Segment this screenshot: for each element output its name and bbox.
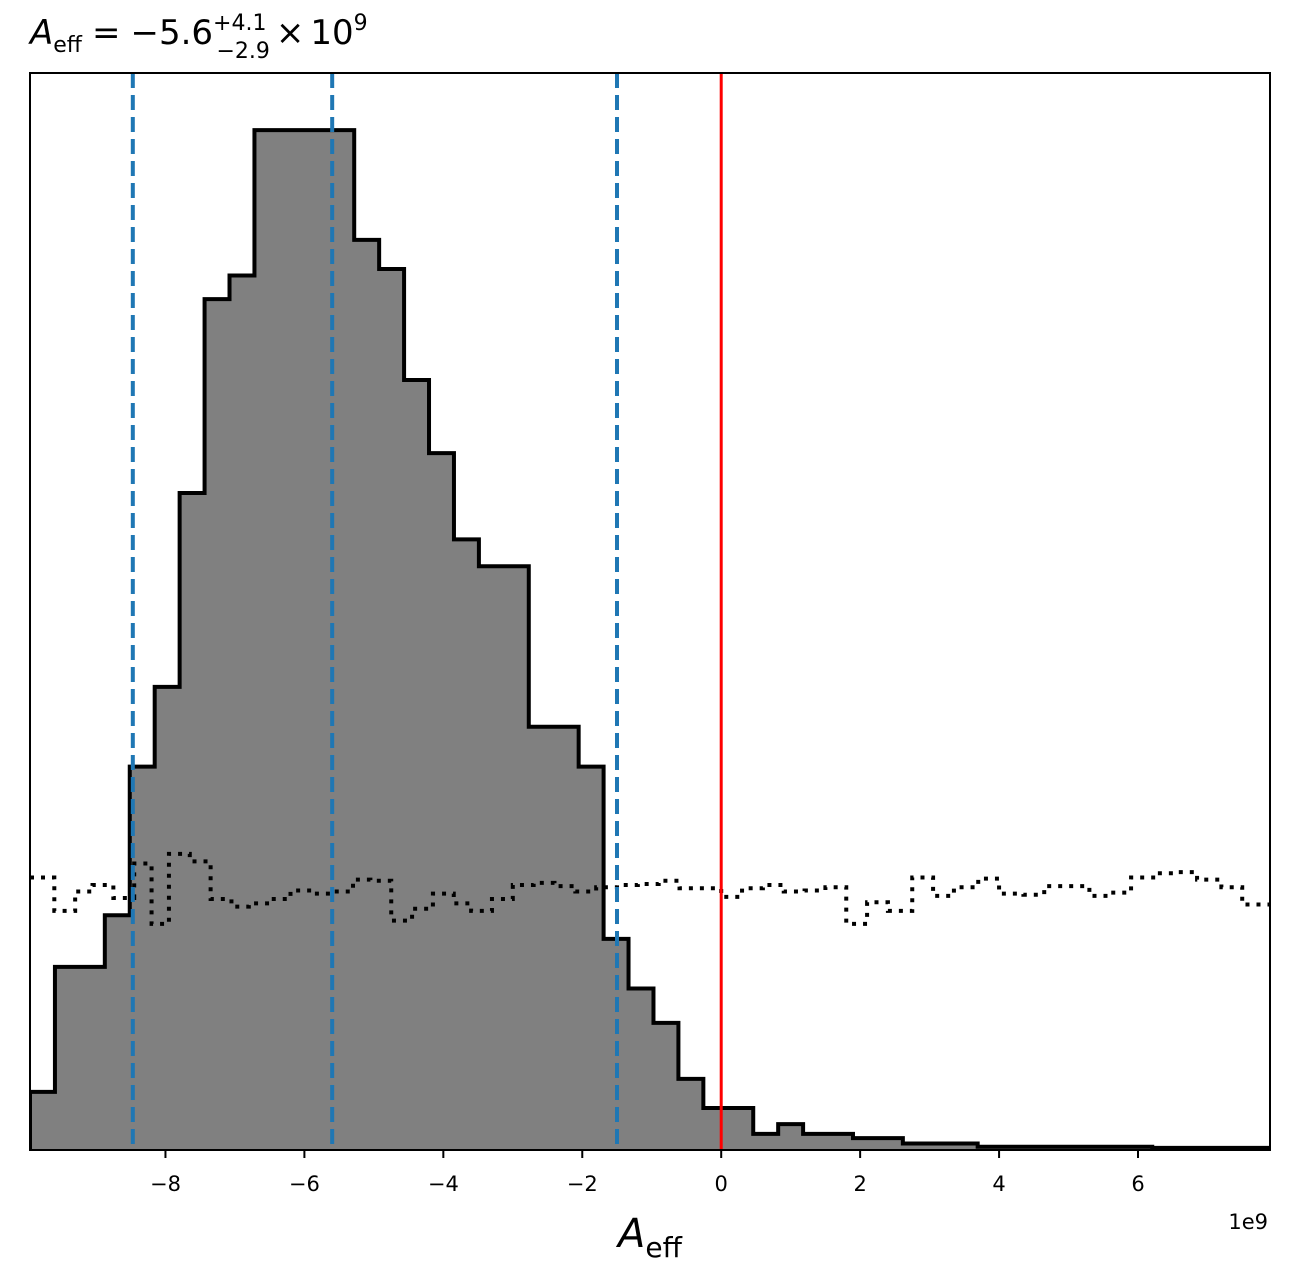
posterior-bar: [653, 1022, 679, 1150]
x-axis-ticks: −8 −6 −4 −2 0 2 4 6: [150, 1150, 1145, 1196]
posterior-bar: [852, 1138, 879, 1150]
posterior-bar: [927, 1143, 954, 1150]
x-axis-offset-text: 1e9: [1228, 1210, 1268, 1234]
x-axis-label-subscript: eff: [645, 1231, 682, 1264]
x-axis-label-symbol: A: [615, 1211, 645, 1257]
posterior-bar: [30, 1091, 56, 1150]
posterior-bar: [379, 269, 405, 1150]
title-error-minus: −2.9: [216, 39, 269, 64]
x-tick-label: 2: [853, 1172, 866, 1196]
posterior-bar: [902, 1143, 929, 1150]
posterior-bar: [229, 275, 255, 1150]
axes-frame: [29, 72, 1271, 1151]
posterior-bar: [254, 130, 280, 1150]
title-exponent-base: 10: [310, 13, 353, 53]
x-tick-label: 0: [715, 1172, 728, 1196]
posterior-bar: [553, 726, 580, 1150]
x-tick-label: −2: [567, 1172, 598, 1196]
posterior-bar: [728, 1107, 754, 1150]
posterior-outline: [30, 128, 1270, 1150]
x-tick-label: −8: [150, 1172, 181, 1196]
posterior-bar: [952, 1143, 979, 1150]
posterior-bar: [678, 1078, 704, 1150]
posterior-bar: [429, 453, 455, 1150]
posterior-bar: [703, 1107, 729, 1150]
title-error-plus: +4.1: [213, 11, 266, 36]
posterior-bar: [828, 1133, 854, 1150]
x-axis-label: Aeff: [615, 1211, 683, 1264]
title-symbol-subscript: eff: [53, 33, 83, 58]
posterior-bar: [304, 130, 330, 1150]
posterior-bar: [528, 726, 555, 1150]
posterior-bar: [54, 966, 81, 1150]
posterior-bar: [877, 1138, 904, 1150]
posterior-bar: [628, 988, 654, 1150]
posterior-bar: [453, 539, 480, 1150]
title-symbol: A: [28, 13, 53, 53]
posterior-bar: [404, 379, 430, 1150]
posterior-bar: [503, 566, 530, 1150]
posterior-bar: [578, 766, 605, 1150]
posterior-bars: [30, 130, 1270, 1150]
posterior-bar: [753, 1133, 779, 1150]
posterior-bar: [354, 239, 380, 1150]
title-times: ×: [276, 13, 305, 53]
posterior-bar: [104, 915, 131, 1150]
x-tick-label: −6: [289, 1172, 320, 1196]
plot-content: [30, 73, 1270, 1150]
posterior-bar: [778, 1124, 804, 1150]
posterior-bar: [79, 966, 106, 1150]
x-tick-label: 4: [992, 1172, 1005, 1196]
title-equals: =: [92, 13, 121, 53]
x-tick-label: 6: [1131, 1172, 1144, 1196]
posterior-bar: [204, 299, 231, 1150]
posterior-bar: [803, 1133, 829, 1150]
prior-line: [30, 851, 1270, 926]
posterior-bar: [478, 566, 505, 1150]
x-tick-label: −4: [428, 1172, 459, 1196]
posterior-bar: [279, 130, 305, 1150]
chart-title: Aeff = −5.6+4.1 −2.9 × 109: [28, 11, 368, 64]
posterior-bar: [179, 493, 206, 1150]
title-exponent: 9: [354, 11, 368, 36]
title-central-value: −5.6: [130, 13, 213, 53]
